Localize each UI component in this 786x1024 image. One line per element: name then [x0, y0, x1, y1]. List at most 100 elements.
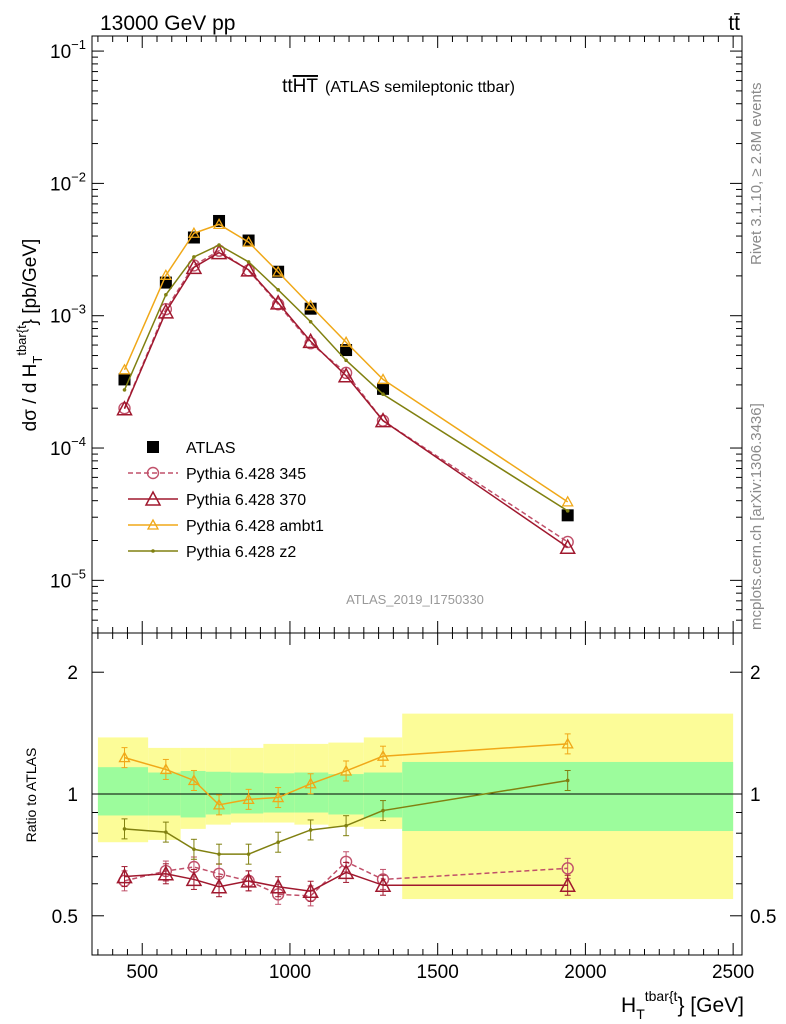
legend-label: Pythia 6.428 ambt1 — [186, 518, 324, 535]
data-point — [116, 868, 133, 884]
data-point — [304, 777, 317, 789]
legend-marker — [146, 466, 160, 480]
data-point — [240, 261, 257, 277]
data-point — [159, 268, 172, 280]
data-point — [337, 367, 355, 383]
data-point — [561, 737, 574, 749]
data-point — [561, 495, 574, 507]
main-y-tick-label: 10−2 — [50, 169, 86, 195]
data-point — [242, 235, 255, 247]
legend-marker — [147, 441, 159, 453]
legend-entry-pythia-6-428-ambt1: Pythia 6.428 ambt1 — [128, 518, 324, 535]
series-pythia-6-428-ambt1 — [118, 218, 574, 507]
data-point — [240, 872, 257, 888]
series-pythia-6-428-370 — [116, 243, 576, 554]
data-point — [272, 265, 285, 277]
data-point — [565, 778, 570, 783]
main-series-group — [116, 214, 576, 554]
ratio-y-axis-title: Ratio to ATLAS — [23, 748, 39, 843]
series-line-pythia-6-428-z2 — [123, 244, 569, 512]
data-point — [271, 298, 285, 311]
data-point — [559, 876, 576, 892]
data-point — [376, 749, 390, 761]
data-point — [308, 828, 313, 832]
series-line-pythia-6-428-345 — [124, 860, 568, 897]
data-point — [118, 363, 131, 375]
data-point — [344, 358, 348, 363]
data-point — [381, 808, 385, 813]
legend-entry-atlas: ATLAS — [147, 440, 236, 457]
green-band-bin — [230, 772, 264, 814]
legend-label: ATLAS — [186, 440, 236, 457]
data-point — [565, 509, 570, 513]
x-tick-label: 2000 — [564, 962, 606, 983]
data-point — [308, 319, 313, 324]
series-line-pythia-6-428-345 — [123, 249, 569, 543]
energy-label: 13000 GeV pp — [100, 12, 235, 35]
data-point — [185, 258, 203, 275]
x-tick-label: 1000 — [269, 962, 311, 983]
data-point — [559, 538, 576, 554]
ratio-y-tick-label-right: 1 — [750, 785, 761, 806]
data-point — [217, 852, 221, 856]
green-band-bin — [205, 771, 231, 815]
series-line-pythia-6-428-370 — [123, 251, 569, 548]
x-tick-label: 500 — [126, 962, 158, 983]
main-y-tick-label: 10−5 — [50, 566, 86, 592]
ratio-series-group — [116, 733, 576, 907]
data-point — [210, 878, 228, 894]
series-line-pythia-6-428-z2 — [124, 779, 568, 855]
data-point — [376, 373, 390, 385]
data-point — [185, 870, 203, 887]
data-point — [187, 774, 201, 786]
main-y-axis-title: dσ / d HTtbar{t} [pb/GeV] — [14, 239, 45, 432]
data-point — [192, 255, 196, 259]
data-point — [242, 793, 255, 805]
x-tick-label: 2500 — [712, 962, 754, 983]
series-line-pythia-6-428-370 — [124, 871, 568, 893]
series-line-pythia-6-428-ambt1 — [123, 223, 569, 503]
data-point — [272, 791, 285, 803]
series-line-pythia-6-428-ambt1 — [124, 743, 568, 806]
data-point — [561, 509, 574, 522]
data-point — [157, 865, 175, 881]
legend-marker — [144, 490, 162, 506]
data-point — [210, 243, 228, 260]
data-point — [339, 764, 353, 776]
data-point — [269, 878, 287, 894]
ratio-y-tick-label-left: 2 — [67, 663, 78, 684]
data-point — [276, 840, 280, 845]
legend-entry-pythia-6-428-345: Pythia 6.428 345 — [128, 466, 306, 483]
ratio-y-tick-label-left: 0.5 — [52, 907, 78, 928]
series-pythia-6-428-z2 — [121, 769, 571, 865]
data-point — [246, 260, 251, 264]
data-point — [337, 863, 355, 880]
main-y-tick-label: 10−4 — [50, 434, 86, 460]
data-point — [339, 335, 353, 347]
data-point — [246, 852, 251, 856]
axes-group: 10−110−210−310−410−50.5 0.51 12 2500 1000 150… — [50, 35, 776, 983]
process-title: ttHT — [282, 76, 318, 97]
ratio-y-tick-label-right: 2 — [750, 663, 761, 684]
data-point — [340, 344, 353, 357]
data-point — [192, 847, 196, 852]
data-point — [164, 292, 168, 297]
data-point — [217, 243, 221, 247]
data-point — [118, 751, 131, 763]
data-point — [302, 882, 319, 898]
x-tick-label: 1500 — [417, 962, 459, 983]
legend-label: Pythia 6.428 z2 — [186, 544, 296, 561]
legend-label: Pythia 6.428 345 — [186, 466, 306, 483]
data-point — [269, 294, 287, 310]
main-y-tick-label: 10−3 — [50, 302, 86, 328]
legend-label: Pythia 6.428 370 — [186, 492, 306, 509]
data-point — [187, 226, 201, 238]
rivet-label: Rivet 3.1.10, ≥ 2.8M events — [748, 83, 765, 266]
legend: ATLAS Pythia 6.428 345 Pythia 6.428 370 Pyt… — [128, 440, 324, 561]
series-pythia-6-428-370 — [116, 861, 576, 902]
mcplots-label: mcplots.cern.ch [arXiv:1306.3436] — [748, 403, 765, 630]
data-point — [212, 798, 226, 810]
data-point — [374, 412, 392, 428]
data-point — [561, 535, 574, 549]
